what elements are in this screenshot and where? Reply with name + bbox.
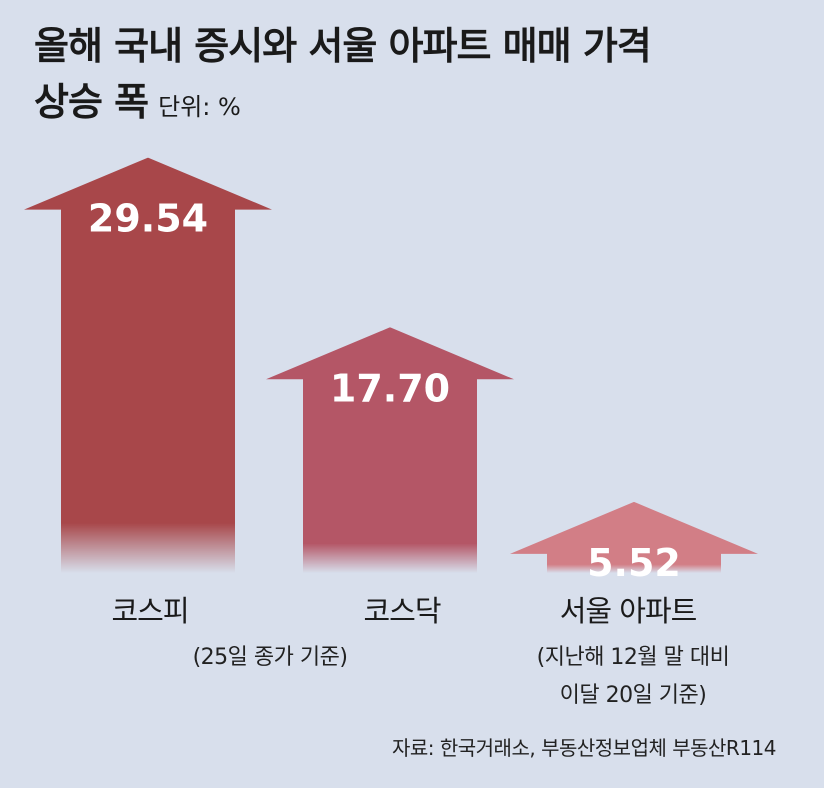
value-label-kosdaq: 17.70 [330,366,450,410]
bar-kosdaq [266,327,514,573]
title-line-1: 올해 국내 증시와 서울 아파트 매매 가격 [34,24,652,68]
category-label-kosdaq: 코스닥 [363,594,441,628]
title-line-2: 상승 폭 단위: % [34,74,651,135]
category-label-kospi: 코스피 [111,594,189,628]
bar-seoul [510,501,758,573]
title-line-2-text: 상승 폭 [34,80,149,124]
category-label-seoul: 서울 아파트 [559,594,698,628]
source-note: 자료: 한국거래소, 부동산정보업체 부동산R114 [391,736,777,760]
category-note-seoul: (지난해 12월 말 대비 이달 20일 기준) [536,645,730,708]
unit-label: 단위: % [158,93,241,121]
value-label-kospi: 29.54 [88,197,208,241]
value-label-seoul: 5.52 [587,541,681,585]
bar-kospi [24,157,272,574]
chart-title: 올해 국내 증시와 서울 아파트 매매 가격 상승 폭 단위: % [34,18,652,135]
category-note-kospi: (25일 종가 기준) [192,645,348,670]
